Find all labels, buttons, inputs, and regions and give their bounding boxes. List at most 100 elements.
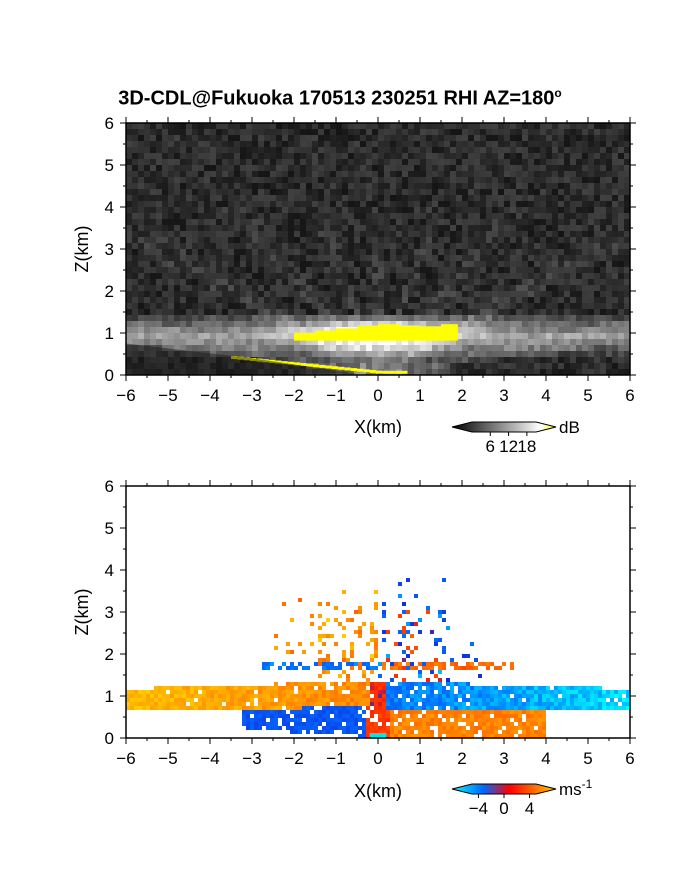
reflectivity-cell [138,291,144,297]
velocity-cell [298,694,302,698]
reflectivity-cell [510,315,516,321]
reflectivity-cell [558,309,564,315]
velocity-cell [246,726,250,730]
velocity-cell [422,718,426,722]
reflectivity-cell [402,141,408,147]
reflectivity-cell [546,207,552,213]
velocity-cell [282,602,286,606]
reflectivity-cell [600,351,606,357]
velocity-cell [306,714,310,718]
velocity-cell [374,646,378,650]
reflectivity-cell [474,207,480,213]
reflectivity-cell [624,135,630,141]
reflectivity-cell [600,165,606,171]
reflectivity-cell [348,285,354,291]
velocity-cell [442,646,446,650]
velocity-cell [506,726,510,730]
reflectivity-cell [288,327,294,333]
reflectivity-cell [126,303,132,309]
reflectivity-cell [264,225,270,231]
reflectivity-cell [390,255,396,261]
reflectivity-cell [312,243,318,249]
reflectivity-cell [540,159,546,165]
reflectivity-cell [330,219,336,225]
velocity-cell [290,694,294,698]
reflectivity-cell [204,213,210,219]
reflectivity-cell [180,327,186,333]
reflectivity-cell [516,261,522,267]
reflectivity-cell [294,189,300,195]
reflectivity-cell [504,171,510,177]
velocity-cell [330,718,334,722]
reflectivity-cell [456,351,462,357]
velocity-cell [262,722,266,726]
reflectivity-cell [414,267,420,273]
velocity-cell [438,706,442,710]
velocity-cell [518,702,522,706]
reflectivity-cell [246,351,252,357]
velocity-cell [522,710,526,714]
reflectivity-cell [414,303,420,309]
reflectivity-cell [426,177,432,183]
velocity-cell [426,706,430,710]
reflectivity-cell [624,297,630,303]
reflectivity-cell [234,153,240,159]
reflectivity-cell [600,327,606,333]
reflectivity-cell [330,225,336,231]
reflectivity-cell [354,237,360,243]
reflectivity-cell [216,183,222,189]
reflectivity-cell [420,141,426,147]
reflectivity-cell [144,255,150,261]
reflectivity-cell [234,213,240,219]
reflectivity-cell [426,351,432,357]
velocity-cell [366,642,370,646]
reflectivity-cell [150,225,156,231]
reflectivity-cell [522,285,528,291]
reflectivity-cell [258,279,264,285]
reflectivity-cell [336,237,342,243]
reflectivity-cell [270,195,276,201]
velocity-cell [374,630,378,634]
reflectivity-cell [144,171,150,177]
reflectivity-cell [534,177,540,183]
reflectivity-cell [492,357,498,363]
reflectivity-cell [270,207,276,213]
reflectivity-cell [312,183,318,189]
reflectivity-cell [234,249,240,255]
velocity-cell [566,690,570,694]
reflectivity-cell [498,129,504,135]
reflectivity-cell [180,339,186,345]
reflectivity-cell [498,291,504,297]
reflectivity-cell [612,135,618,141]
reflectivity-cell [426,369,432,375]
reflectivity-cell [516,219,522,225]
reflectivity-cell [306,303,312,309]
reflectivity-cell [522,249,528,255]
reflectivity-cell [486,171,492,177]
reflectivity-cell [402,195,408,201]
reflectivity-cell [222,153,228,159]
reflectivity-cell [510,345,516,351]
reflectivity-cell [390,123,396,129]
reflectivity-cell [168,213,174,219]
reflectivity-cell [570,129,576,135]
reflectivity-cell [600,369,606,375]
velocity-cell [390,710,394,714]
reflectivity-cell [288,321,294,327]
reflectivity-cell [360,297,366,303]
reflectivity-cell [360,135,366,141]
reflectivity-cell [492,225,498,231]
reflectivity-cell [366,207,372,213]
velocity-cell [390,714,394,718]
reflectivity-cell [588,369,594,375]
reflectivity-cell [588,171,594,177]
reflectivity-cell [606,327,612,333]
velocity-cell [290,698,294,702]
reflectivity-cell [222,123,228,129]
reflectivity-cell [438,201,444,207]
velocity-cell [414,698,418,702]
reflectivity-cell [420,135,426,141]
velocity-cell [446,722,450,726]
reflectivity-cell [456,267,462,273]
reflectivity-cell [438,123,444,129]
